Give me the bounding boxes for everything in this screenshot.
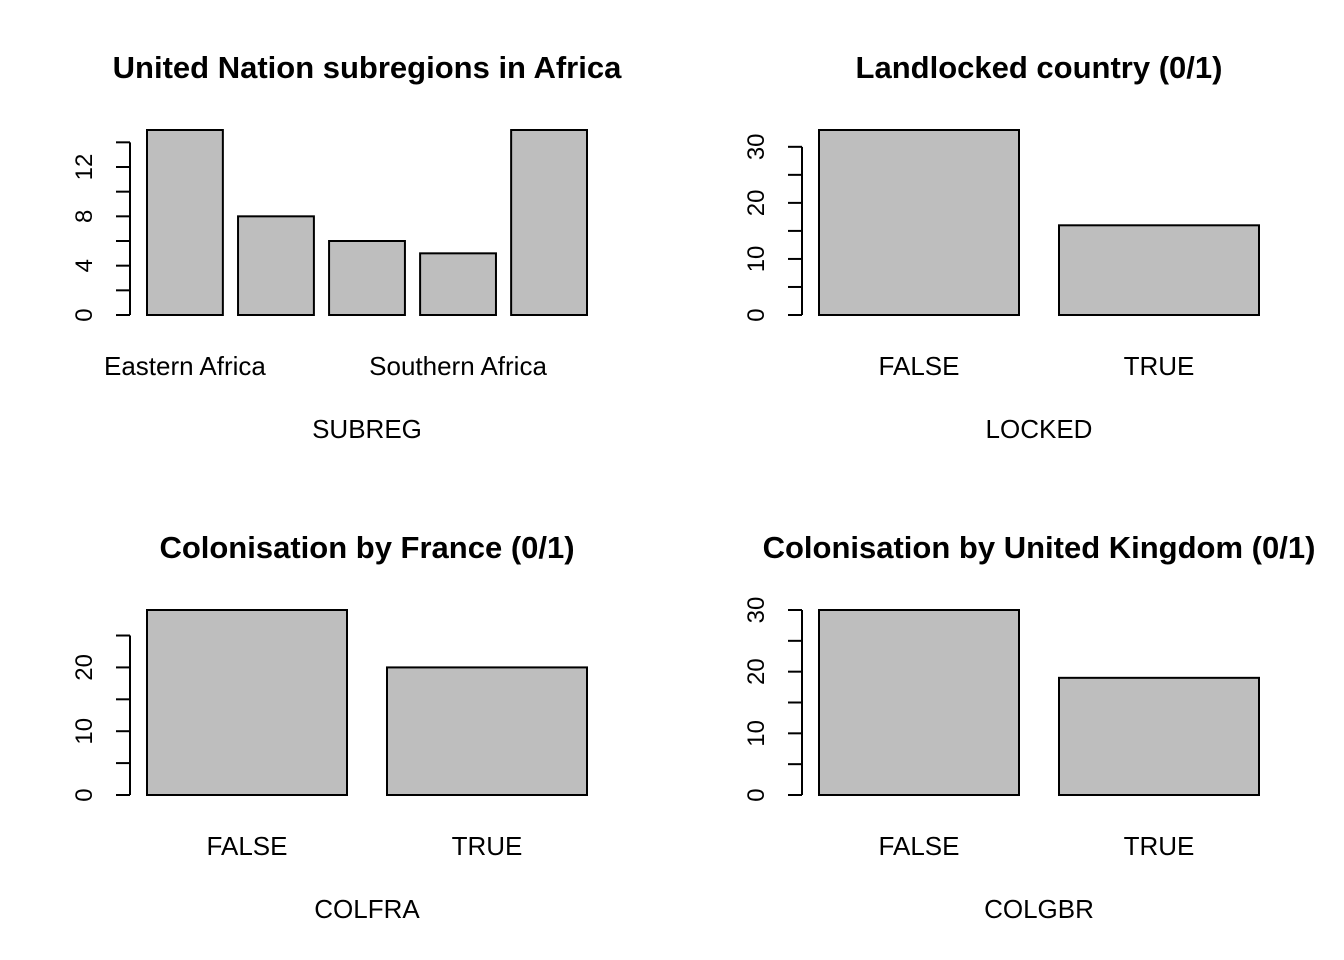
bar-eastern-africa bbox=[146, 129, 224, 316]
x-axis-label: SUBREG bbox=[312, 414, 422, 444]
chart-panel-3: Colonisation by France (0/1) FALSE TRUE 0 10… bbox=[71, 530, 588, 924]
x-tick-label: FALSE bbox=[879, 351, 960, 381]
x-tick-label: Eastern Africa bbox=[104, 351, 266, 381]
x-axis-label: LOCKED bbox=[986, 414, 1093, 444]
x-tick-label: TRUE bbox=[1124, 351, 1195, 381]
y-tick-label: 20 bbox=[743, 658, 770, 685]
x-tick-label: FALSE bbox=[879, 831, 960, 861]
bar-false bbox=[818, 129, 1020, 316]
bar-northern-africa bbox=[328, 240, 406, 316]
y-tick-label: 0 bbox=[743, 308, 770, 321]
y-tick-label: 10 bbox=[743, 246, 770, 273]
x-axis-label: COLGBR bbox=[984, 894, 1094, 924]
x-tick-label: TRUE bbox=[1124, 831, 1195, 861]
chart-title: Landlocked country (0/1) bbox=[856, 50, 1223, 85]
y-tick-label: 10 bbox=[743, 720, 770, 747]
y-tick-label: 0 bbox=[71, 788, 98, 801]
x-axis-label: COLFRA bbox=[314, 894, 420, 924]
x-tick-label: TRUE bbox=[452, 831, 523, 861]
chart-panel-4: Colonisation by United Kingdom (0/1) FALS… bbox=[743, 530, 1315, 924]
y-tick-label: 30 bbox=[743, 597, 770, 624]
chart-title: Colonisation by France (0/1) bbox=[159, 530, 574, 565]
chart-title: United Nation subregions in Africa bbox=[113, 50, 622, 85]
bar-true bbox=[1058, 676, 1260, 796]
bar-middle-africa bbox=[237, 215, 315, 316]
y-tick-label: 8 bbox=[71, 210, 98, 223]
bar-true bbox=[1058, 224, 1260, 316]
chart-panel-1: United Nation subregions in Africa Easter… bbox=[71, 50, 622, 444]
chart-title: Colonisation by United Kingdom (0/1) bbox=[763, 530, 1316, 565]
y-tick-label: 4 bbox=[71, 259, 98, 272]
y-tick-label: 0 bbox=[743, 788, 770, 801]
y-tick-label: 10 bbox=[71, 718, 98, 745]
x-tick-label: Southern Africa bbox=[369, 351, 547, 381]
y-tick-label: 0 bbox=[71, 308, 98, 321]
bar-true bbox=[386, 666, 588, 797]
bar-false bbox=[818, 609, 1020, 796]
y-tick-label: 12 bbox=[71, 154, 98, 181]
bar-false bbox=[146, 609, 348, 796]
chart-panel-2: Landlocked country (0/1) FALSE TRUE 0 10 20 30… bbox=[743, 50, 1260, 444]
y-tick-label: 20 bbox=[743, 190, 770, 217]
bar-southern-africa bbox=[419, 252, 497, 316]
x-tick-label: FALSE bbox=[207, 831, 288, 861]
bar-western-africa bbox=[510, 129, 589, 316]
y-tick-label: 20 bbox=[71, 654, 98, 681]
y-tick-label: 30 bbox=[743, 133, 770, 160]
